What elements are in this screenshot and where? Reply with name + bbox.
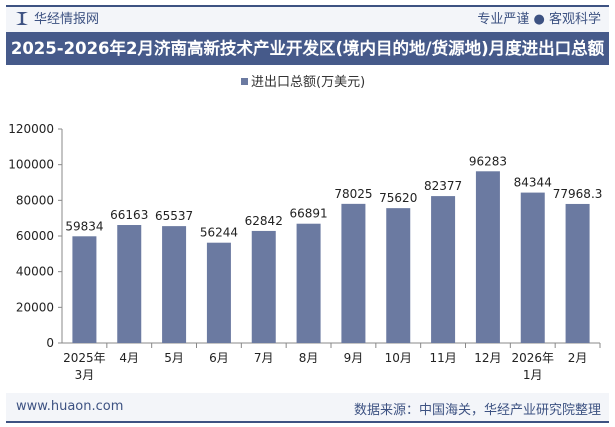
bar <box>162 226 187 343</box>
y-tick-label: 0 <box>46 336 54 350</box>
x-tick-label: 7月 <box>254 351 274 365</box>
bar <box>520 192 545 343</box>
data-label: 66163 <box>110 208 148 222</box>
x-tick-label: 8月 <box>299 351 319 365</box>
x-tick-label: 1月 <box>523 368 543 382</box>
brand[interactable]: 华经情报网 <box>16 8 99 27</box>
legend-label: 进出口总额(万美元) <box>251 75 365 90</box>
x-tick-label: 3月 <box>75 368 95 382</box>
x-tick-label: 10月 <box>385 351 412 365</box>
data-label: 56244 <box>200 226 238 240</box>
bar <box>475 171 500 343</box>
y-tick-label: 60000 <box>16 229 54 243</box>
x-tick-label: 9月 <box>344 351 364 365</box>
chart-title: 2025-2026年2月济南高新技术产业开发区(境内目的地/货源地)月度进出口总… <box>6 32 609 65</box>
bar <box>431 196 456 343</box>
legend-swatch <box>241 78 248 85</box>
bar <box>251 230 276 343</box>
y-tick-label: 40000 <box>16 265 54 279</box>
slogan: 专业严谨 ● 客观科学 <box>477 12 601 27</box>
data-label: 78025 <box>334 187 372 201</box>
bar <box>206 242 231 343</box>
x-tick-label: 2月 <box>568 351 588 365</box>
data-source: 数据来源：中国海关，华经产业研究院整理 <box>353 403 601 418</box>
site-url[interactable]: www.huaon.com <box>16 399 124 414</box>
data-label: 82377 <box>424 179 462 193</box>
bar <box>386 208 411 343</box>
x-tick-label: 2025年 <box>63 351 106 365</box>
data-label: 84344 <box>514 176 552 190</box>
data-label: 59834 <box>65 219 103 233</box>
x-tick-label: 4月 <box>119 351 139 365</box>
y-tick-label: 80000 <box>16 193 54 207</box>
footer-bar <box>6 393 609 421</box>
bottom-rule <box>6 421 609 423</box>
y-tick-label: 20000 <box>16 300 54 314</box>
data-label: 62842 <box>245 214 283 228</box>
data-label: 96283 <box>469 154 507 168</box>
bar <box>117 225 142 343</box>
bar <box>341 203 366 343</box>
data-label: 65537 <box>155 209 193 223</box>
x-tick-label: 11月 <box>429 351 456 365</box>
header-bar <box>6 7 609 32</box>
x-tick-label: 12月 <box>474 351 501 365</box>
y-tick-label: 120000 <box>8 122 54 136</box>
x-tick-label: 2026年 <box>511 351 554 365</box>
top-rule <box>6 5 609 7</box>
bar <box>565 203 590 343</box>
data-label: 75620 <box>379 191 417 205</box>
data-label: 66891 <box>289 207 327 221</box>
bar <box>296 223 321 343</box>
bar <box>72 236 97 343</box>
x-tick-label: 5月 <box>164 351 184 365</box>
data-label: 77968.3 <box>553 187 603 201</box>
brand-name: 华经情报网 <box>34 12 100 27</box>
x-tick-label: 6月 <box>209 351 229 365</box>
y-tick-label: 100000 <box>8 158 54 172</box>
